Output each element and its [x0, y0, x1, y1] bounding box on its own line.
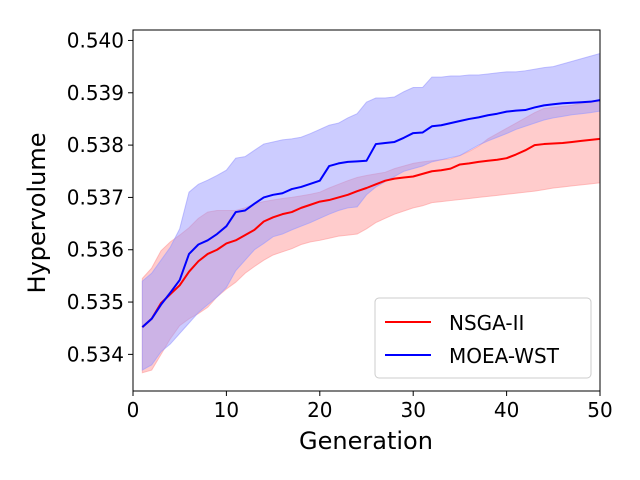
y-tick-label: 0.539	[67, 81, 124, 105]
legend-label-moea-wst: MOEA-WST	[449, 344, 560, 368]
line-moea-wst	[141, 99, 601, 328]
x-axis-label: Generation	[299, 427, 433, 455]
x-tick-label: 50	[587, 398, 612, 422]
x-tick-label: 30	[400, 398, 425, 422]
y-tick-label: 0.537	[67, 185, 124, 209]
x-axis: 0 10 20 30 40 50	[127, 391, 613, 422]
y-tick-label: 0.540	[67, 28, 124, 52]
x-tick-label: 20	[307, 398, 332, 422]
x-tick-label: 40	[494, 398, 519, 422]
legend-label-nsga-ii: NSGA-II	[449, 311, 524, 335]
y-tick-label: 0.536	[67, 238, 124, 262]
y-axis: 0.534 0.535 0.536 0.537 0.538 0.539 0.540	[67, 28, 133, 366]
plot-frame	[132, 29, 601, 392]
legend-box	[374, 297, 592, 379]
x-tick-label: 0	[127, 398, 140, 422]
y-tick-label: 0.534	[67, 342, 124, 366]
y-axis-label: Hypervolume	[23, 132, 51, 293]
x-tick-label: 10	[214, 398, 239, 422]
legend: NSGA-II MOEA-WST	[374, 297, 592, 379]
y-tick-label: 0.535	[67, 290, 124, 314]
line-nsga-ii	[141, 137, 601, 328]
y-tick-label: 0.538	[67, 133, 124, 157]
series-lines	[141, 99, 601, 328]
